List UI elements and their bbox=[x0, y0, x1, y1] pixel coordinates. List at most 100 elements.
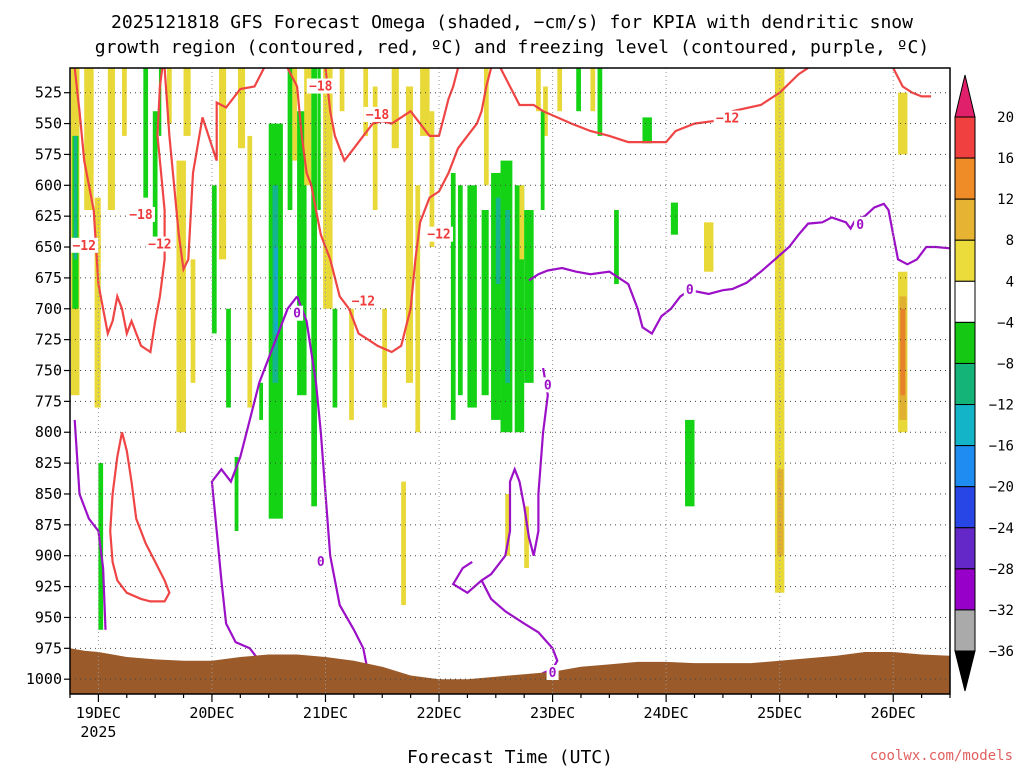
dgz-red-contour-3 bbox=[324, 68, 460, 163]
omega-shade-cell-72 bbox=[777, 469, 784, 556]
omega-shade-cell-20 bbox=[247, 135, 253, 408]
x-tick-label-5: 24DEC bbox=[644, 704, 689, 722]
colorbar-label-8: −16 bbox=[989, 439, 1014, 455]
y-tick-label-11: 800 bbox=[35, 423, 62, 441]
omega-shade-cell-55 bbox=[519, 185, 525, 260]
x-tick-label-0: 19DEC bbox=[76, 704, 121, 722]
title-block: 2025121818 GFS Forecast Omega (shaded, −… bbox=[95, 12, 929, 58]
freezing-level-contour-label-bg-0 bbox=[291, 305, 304, 321]
omega-shade-cell-51 bbox=[495, 197, 501, 285]
omega-shade-cell-34 bbox=[339, 68, 345, 112]
omega-shade-cell-62 bbox=[557, 68, 563, 112]
omega-shade-cell-54 bbox=[514, 185, 525, 433]
dgz-contour-label-2: −12 bbox=[148, 238, 171, 253]
colorbar-label-6: −8 bbox=[997, 356, 1014, 372]
y-tick-label-0: 525 bbox=[35, 84, 62, 102]
dgz-contour-label-7: −12 bbox=[716, 112, 739, 127]
freezing-level-purple-contour-1 bbox=[210, 295, 298, 662]
plot-area: −18 −12 −12 −18 −18 −12 −12 −12 0 0 0 0 0 0 525 550 575 6… bbox=[26, 67, 951, 741]
omega-shade-cell-15 bbox=[190, 259, 196, 383]
omega-shade-cell-50 bbox=[491, 172, 501, 420]
omega-shade-cell-70 bbox=[685, 419, 695, 507]
y-tick-label-10: 775 bbox=[35, 392, 62, 410]
omega-shade-cell-71 bbox=[774, 68, 785, 593]
x-tick-label-7: 26DEC bbox=[871, 704, 916, 722]
omega-shade-cell-56 bbox=[524, 209, 534, 383]
dgz-contour-label-0: −18 bbox=[129, 208, 153, 223]
y-tick-label-1: 550 bbox=[35, 115, 62, 133]
colorbar-label-10: −24 bbox=[989, 521, 1014, 537]
omega-shade-cell-46 bbox=[457, 185, 463, 396]
x-tick-label-1: 20DEC bbox=[189, 704, 234, 722]
omega-shade-cell-10 bbox=[152, 111, 158, 248]
omega-shade-cell-7 bbox=[107, 68, 115, 210]
dgz-contour-label-bg-2 bbox=[145, 236, 174, 252]
colorbar-label-11: −28 bbox=[989, 562, 1014, 578]
omega-shade-cell-24 bbox=[274, 247, 278, 334]
omega-shade-cell-35 bbox=[349, 308, 354, 420]
omega-shade-cell-39 bbox=[391, 68, 399, 149]
title-line-2: growth region (contoured, red, ºC) and f… bbox=[95, 37, 929, 58]
colorbar-label-12: −32 bbox=[989, 603, 1014, 619]
plot-frame bbox=[69, 67, 951, 695]
x-tick-label-3: 22DEC bbox=[416, 704, 461, 722]
omega-shade-cell-30 bbox=[311, 68, 317, 507]
colorbar-label-0: 20 bbox=[997, 110, 1014, 126]
omega-shade-cell-64 bbox=[590, 68, 596, 112]
omega-shade-cell-63 bbox=[576, 68, 581, 112]
colorbar-band-3 bbox=[954, 239, 976, 282]
y-tick-label-9: 750 bbox=[35, 362, 62, 380]
colorbar-bottom-arrow bbox=[954, 650, 976, 692]
omega-shade-cell-37 bbox=[372, 86, 378, 210]
omega-shade-cell-68 bbox=[670, 202, 678, 235]
surface-terrain-fill bbox=[70, 648, 950, 694]
omega-shade-cell-25 bbox=[259, 382, 264, 420]
dgz-contour-label-1: −12 bbox=[72, 239, 95, 254]
omega-shade-cell-69 bbox=[703, 222, 714, 272]
freezing-level-contour-label-bg-1 bbox=[541, 377, 554, 393]
colorbar-label-3: 8 bbox=[1006, 233, 1014, 249]
dgz-contour-label-4: −18 bbox=[366, 108, 390, 123]
dgz-contour-label-6: −12 bbox=[427, 228, 450, 243]
omega-shade-cell-61 bbox=[540, 111, 545, 210]
colorbar-band-9 bbox=[954, 486, 976, 529]
omega-shade-cell-17 bbox=[219, 68, 227, 260]
y-tick-label-4: 625 bbox=[35, 207, 62, 225]
dgz-contour-label-bg-0 bbox=[126, 206, 155, 222]
freezing-level-contour-label-4: 0 bbox=[317, 555, 325, 570]
freezing-level-contour-label-3: 0 bbox=[856, 218, 864, 233]
omega-shade-cell-58 bbox=[524, 506, 529, 569]
credit-text: coolwx.com/models bbox=[870, 748, 1013, 764]
colorbar-band-7 bbox=[954, 404, 976, 447]
grid-lines bbox=[70, 92, 950, 680]
y-tick-label-17: 950 bbox=[35, 608, 62, 626]
colorbar-label-1: 16 bbox=[997, 151, 1014, 167]
omega-shade-cell-28 bbox=[297, 111, 307, 396]
plot-contents: −18 −12 −12 −18 −18 −12 −12 −12 0 0 0 0 0 0 bbox=[70, 68, 950, 694]
omega-shade-cell-40 bbox=[405, 86, 414, 383]
dgz-contour-label-3: −18 bbox=[309, 80, 333, 95]
colorbar-label-2: 12 bbox=[997, 192, 1014, 208]
y-tick-label-8: 725 bbox=[35, 331, 62, 349]
y-tick-label-15: 900 bbox=[35, 547, 62, 565]
freezing-level-contour-label-1: 0 bbox=[544, 378, 552, 393]
omega-shade-cell-31 bbox=[317, 68, 321, 210]
omega-shade-cell-14 bbox=[183, 68, 191, 136]
y-tick-label-3: 600 bbox=[35, 176, 62, 194]
omega-shade-cell-3 bbox=[73, 135, 78, 260]
colorbar-label-4: 4 bbox=[1006, 274, 1014, 290]
omega-shade-cell-27 bbox=[292, 68, 298, 161]
colorbar-band-2 bbox=[954, 198, 976, 241]
dgz-red-contour-4 bbox=[499, 68, 809, 144]
dgz-red-contour-5 bbox=[892, 68, 932, 98]
omega-shade-cell-13 bbox=[176, 160, 186, 433]
omega-shade-cell-48 bbox=[481, 209, 489, 396]
omega-shade-cell-12 bbox=[166, 68, 172, 124]
y-tick-label-5: 650 bbox=[35, 238, 62, 256]
dgz-contour-label-bg-4 bbox=[363, 106, 392, 122]
y-tick-label-7: 700 bbox=[35, 300, 62, 318]
x-tick-label-6: 25DEC bbox=[757, 704, 802, 722]
title-line-1: 2025121818 GFS Forecast Omega (shaded, −… bbox=[111, 12, 913, 33]
freezing-level-contour-label-0: 0 bbox=[293, 307, 301, 322]
